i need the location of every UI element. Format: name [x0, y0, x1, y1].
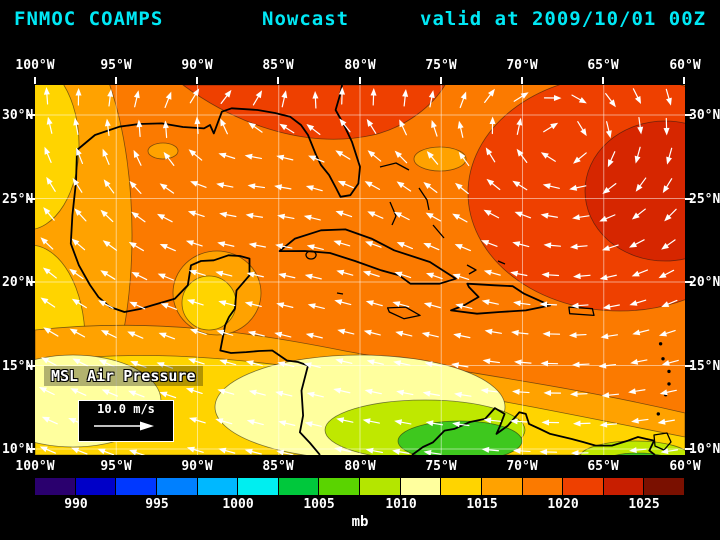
colorbar-segment	[441, 478, 482, 495]
tick	[685, 198, 692, 200]
island-lesser-antilles	[656, 412, 660, 416]
colorbar-unit: mb	[351, 514, 369, 530]
tick	[115, 77, 117, 84]
colorbar-segment	[400, 478, 442, 495]
colorbar-segment	[278, 478, 320, 495]
tick	[196, 77, 198, 84]
colorbar-segment	[360, 478, 401, 495]
lon-label-top: 95°W	[100, 58, 132, 73]
wind-scale-legend: 10.0 m/s	[78, 400, 174, 442]
product-title: Nowcast	[262, 8, 350, 30]
lon-label-top: 80°W	[344, 58, 376, 73]
lon-label-bottom: 100°W	[15, 459, 55, 474]
lon-label-bottom: 60°W	[669, 459, 701, 474]
colorbar-segment	[319, 478, 360, 495]
coast-us-florida	[75, 84, 361, 198]
island-trinidad	[653, 432, 672, 451]
tick	[685, 448, 692, 450]
colorbar-tick: 990	[64, 497, 88, 512]
colorbar-segment	[197, 478, 239, 495]
tick	[277, 77, 279, 84]
colorbar-tick: 1000	[222, 497, 254, 512]
island-lesser-antilles	[658, 342, 663, 346]
tick	[28, 281, 35, 283]
lon-label-bottom: 85°W	[262, 459, 294, 474]
valid-time: valid at 2009/10/01 00Z	[420, 8, 707, 30]
colorbar-segment	[563, 478, 604, 495]
lat-label-right: 15°N	[689, 359, 720, 374]
colorbar-tick: 995	[145, 497, 169, 512]
island-cuba	[278, 228, 457, 285]
lat-label-right: 20°N	[689, 275, 720, 290]
lon-label-top: 100°W	[15, 58, 55, 73]
field-label: MSL Air Pressure	[44, 366, 203, 386]
colorbar-segment	[644, 478, 685, 495]
tick	[359, 77, 361, 84]
colorbar-segment	[522, 478, 564, 495]
tick	[685, 114, 692, 116]
islands-bahamas	[305, 162, 506, 295]
coast-south-america	[411, 407, 656, 456]
colorbar-tick: 1015	[466, 497, 498, 512]
colorbar	[35, 478, 685, 495]
island-lesser-antilles	[661, 357, 665, 361]
wind-scale-arrow-icon	[94, 421, 154, 431]
wind-scale-label: 10.0 m/s	[97, 402, 155, 416]
island-puerto-rico	[568, 306, 595, 317]
model-title: FNMOC COAMPS	[14, 8, 164, 30]
tick	[28, 365, 35, 367]
colorbar-segment	[116, 478, 157, 495]
island-hispaniola	[450, 282, 552, 315]
tick	[440, 77, 442, 84]
lon-label-bottom: 75°W	[425, 459, 457, 474]
colorbar-tick: 1025	[628, 497, 660, 512]
lon-label-bottom: 90°W	[181, 459, 213, 474]
lon-label-bottom: 95°W	[100, 459, 132, 474]
lat-label-right: 10°N	[689, 442, 720, 457]
lat-label-left: 20°N	[2, 275, 34, 290]
colorbar-tick: 1005	[303, 497, 335, 512]
lat-label-right: 25°N	[689, 192, 720, 207]
tick	[683, 77, 685, 84]
colorbar-segment	[603, 478, 645, 495]
colorbar-tick: 1010	[385, 497, 417, 512]
tick	[28, 114, 35, 116]
colorbar-segment	[156, 478, 198, 495]
tick	[685, 281, 692, 283]
tick	[28, 448, 35, 450]
colorbar-segment	[35, 478, 76, 495]
tick	[521, 77, 523, 84]
island-jamaica	[386, 306, 421, 320]
lon-label-bottom: 65°W	[587, 459, 619, 474]
colorbar-segment	[238, 478, 279, 495]
lon-label-bottom: 80°W	[344, 459, 376, 474]
lon-label-bottom: 70°W	[506, 459, 538, 474]
lat-label-left: 25°N	[2, 192, 34, 207]
wind-arrows	[38, 87, 679, 457]
lon-label-top: 85°W	[262, 58, 294, 73]
lon-label-top: 90°W	[181, 58, 213, 73]
tick	[28, 198, 35, 200]
lat-label-left: 10°N	[2, 442, 34, 457]
lat-label-left: 15°N	[2, 359, 34, 374]
tick	[34, 77, 36, 84]
tick	[602, 77, 604, 84]
colorbar-segment	[75, 478, 117, 495]
tick	[685, 365, 692, 367]
lon-label-top: 70°W	[506, 58, 538, 73]
island-lesser-antilles	[667, 382, 671, 386]
colorbar-tick: 1020	[547, 497, 579, 512]
colorbar-segment	[481, 478, 523, 495]
lat-label-right: 30°N	[689, 108, 720, 123]
lat-label-left: 30°N	[2, 108, 34, 123]
lon-label-top: 60°W	[669, 58, 701, 73]
island-lesser-antilles	[667, 369, 671, 374]
lon-label-top: 75°W	[425, 58, 457, 73]
lon-label-top: 65°W	[587, 58, 619, 73]
